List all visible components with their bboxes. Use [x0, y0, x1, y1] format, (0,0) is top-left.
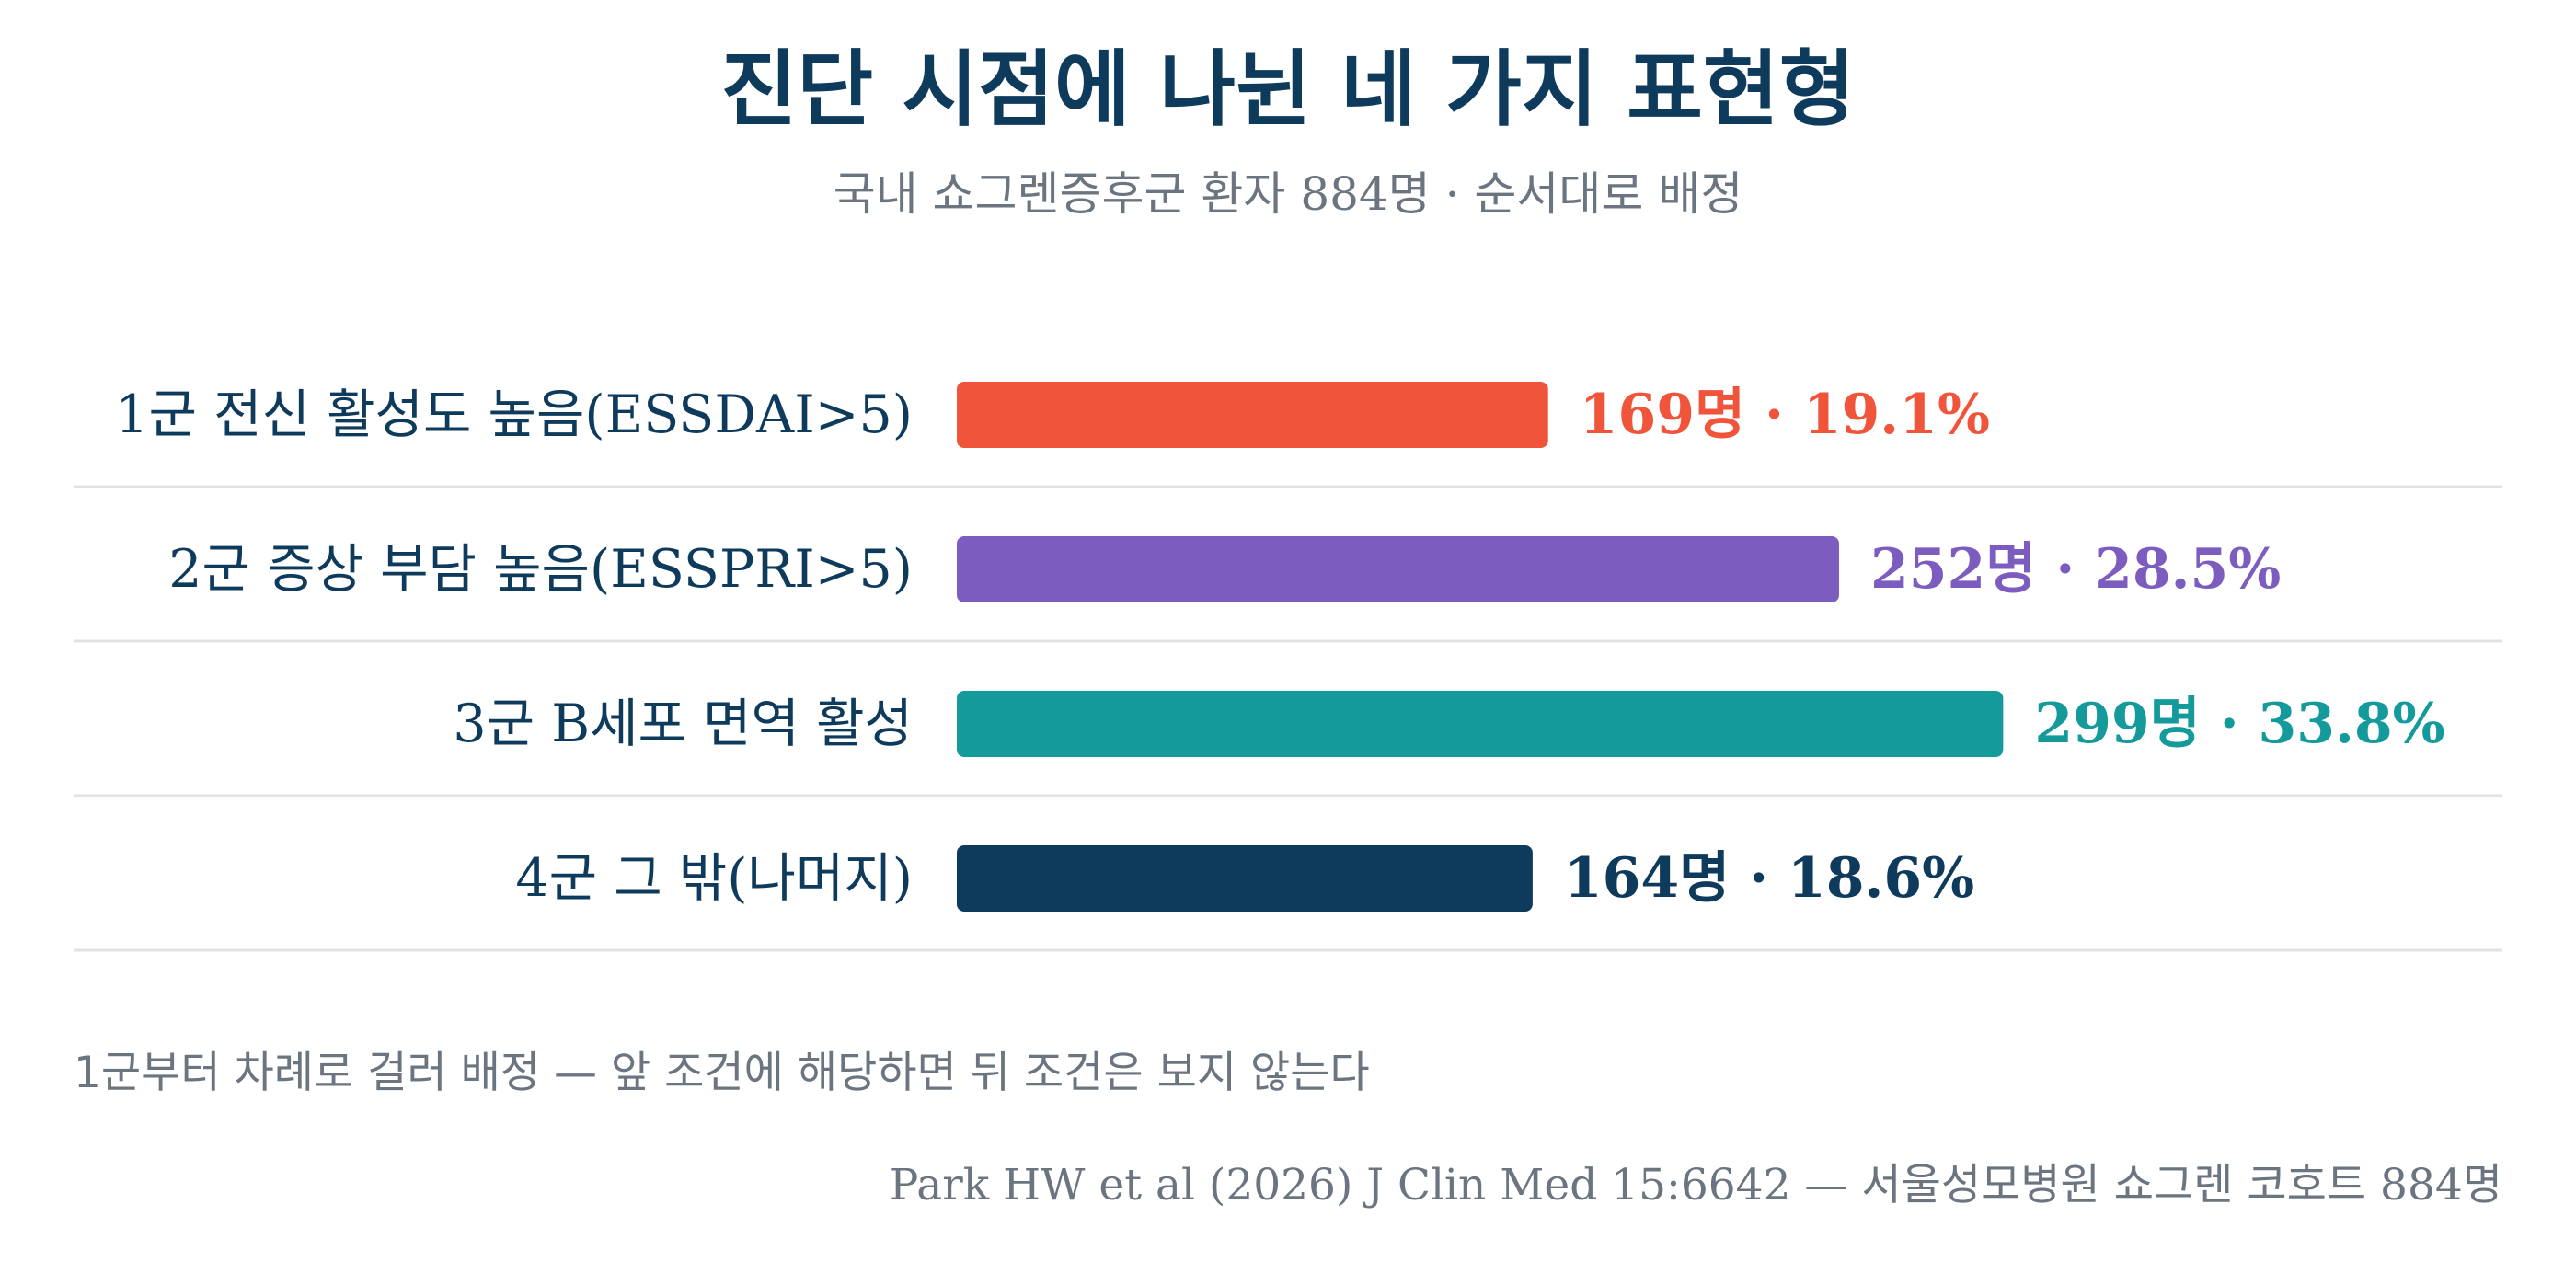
category-label: 1군 전신 활성도 높음(ESSDAI>5): [115, 384, 913, 445]
bar: [957, 536, 1840, 602]
bar: [957, 845, 1533, 912]
chart-title: 진단 시점에 나뉜 네 가지 표현형: [720, 41, 1856, 138]
chart-subtitle: 국내 쇼그렌증후군 환자 884명 · 순서대로 배정: [833, 167, 1743, 221]
value-label: 252명 · 28.5%: [1870, 537, 2281, 602]
category-label: 4군 그 밖(나머지): [515, 848, 913, 909]
value-label: 169명 · 19.1%: [1580, 383, 1990, 447]
chart-note: 1군부터 차례로 걸러 배정 — 앞 조건에 해당하면 뒤 조건은 보지 않는다: [74, 1048, 1370, 1098]
category-label: 3군 B세포 면역 활성: [453, 694, 913, 754]
bar: [957, 691, 2004, 757]
chart-source: Park HW et al (2026) J Clin Med 15:6642 …: [889, 1160, 2502, 1210]
value-label: 164명 · 18.6%: [1564, 846, 1974, 911]
value-label: 299명 · 33.8%: [2034, 692, 2444, 756]
category-label: 2군 증상 부담 높음(ESSPRI>5): [168, 539, 913, 600]
bar: [957, 382, 1548, 448]
